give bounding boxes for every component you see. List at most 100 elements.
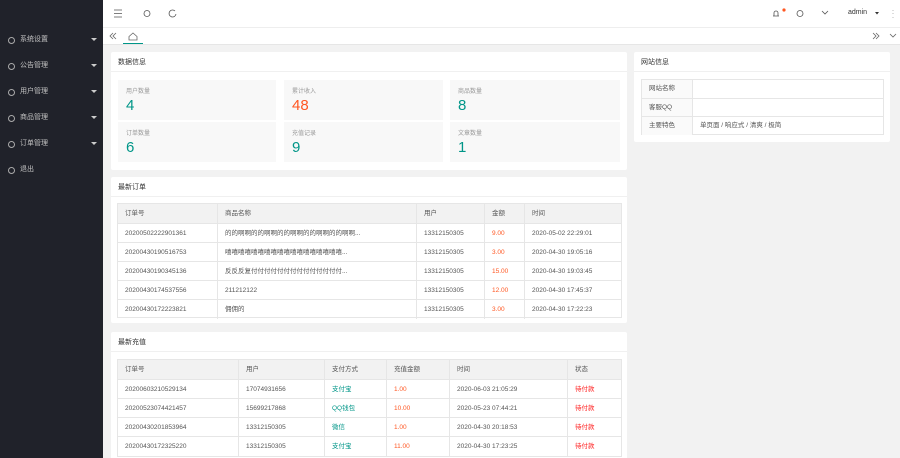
table-cell: 2020-04-30 17:22:23 (524, 300, 621, 319)
table-cell: 211212122 (217, 281, 416, 300)
table-cell: 20200430190516753 (125, 249, 187, 256)
menu-label: 订单管理 (20, 140, 48, 147)
stat-label: 累计收入 (292, 89, 317, 95)
menu-item[interactable]: 用户管理 (0, 79, 103, 105)
table-cell: 嘻嘻嘻嘻嘻嘻嘻嘻嘻嘻嘻嘻嘻嘻嘻嘻嘻嘻... (217, 243, 416, 262)
menu-icon (8, 115, 15, 122)
user-name[interactable]: admin (848, 9, 868, 16)
table-cell: 3.00 (484, 300, 524, 319)
table-cell: QQ钱包 (324, 399, 386, 418)
column-header: 用户 (416, 204, 484, 223)
table-row: 20200430201853964 13312150305 微信 1.00 2020-0… (118, 417, 621, 437)
stat-label: 商品数量 (458, 89, 483, 95)
column-header: 金额 (484, 204, 524, 223)
column-header: 时间 (524, 204, 621, 223)
menu-label: 用户管理 (20, 88, 48, 95)
table-row: 20200430172325220 13312150305 支付宝 11.00 2020… (118, 436, 621, 456)
column-header: 订单号 (125, 366, 145, 373)
stat-value: 48 (292, 97, 309, 114)
table-cell: 佣佣的 (217, 300, 416, 319)
recharges-card: 最新充值 订单号 用户 支付方式 充值金额 时间 状态 20200603210529134 1… (111, 332, 627, 458)
stat-label: 订单数量 (126, 131, 151, 137)
table-cell: 9.00 (484, 224, 524, 243)
table-cell: 13312150305 (416, 243, 484, 262)
user-caret (875, 12, 879, 15)
table-cell: 15.00 (484, 262, 524, 281)
menu-arrow (91, 90, 97, 93)
table-cell: 2020-05-02 22:29:01 (524, 224, 621, 243)
table-cell: 13312150305 (416, 300, 484, 319)
menu-toggle[interactable] (114, 9, 122, 18)
orders-card: 最新订单 订单号 商品名称 用户 金额 时间 20200502222901361 的的啊啊的… (111, 177, 627, 323)
table-row: 20200430190516753 嘻嘻嘻嘻嘻嘻嘻嘻嘻嘻嘻嘻嘻嘻嘻嘻嘻嘻... 13… (118, 242, 621, 262)
stat-label: 充值记录 (292, 131, 317, 137)
tab-icons (109, 32, 897, 44)
menu-item[interactable]: 退出 (0, 157, 103, 183)
info-label: 网站名称 (642, 80, 692, 98)
table-row: 20200603210529134 17074931656 支付宝 1.00 2020-… (118, 379, 621, 399)
table-cell: 微信 (324, 418, 386, 437)
info-row: 网站名称 (642, 80, 883, 98)
card-title: 最新充值 (118, 339, 146, 346)
info-value (692, 80, 883, 98)
refresh-icon[interactable] (168, 9, 177, 18)
theme-icon[interactable] (796, 10, 804, 17)
menu-item[interactable]: 系统设置 (0, 27, 103, 53)
info-row: 客服QQ (642, 98, 883, 117)
card-title: 数据信息 (118, 59, 146, 66)
table-cell: 17074931656 (238, 380, 324, 399)
table-cell: 支付宝 (324, 380, 386, 399)
settings-icon[interactable] (143, 10, 151, 17)
stat-label: 用户数量 (126, 89, 151, 95)
tab-next[interactable] (872, 32, 880, 40)
toolbar-icons (114, 8, 894, 18)
bell-icon[interactable] (773, 10, 779, 17)
column-header: 状态 (567, 360, 621, 379)
table-cell: 2020-04-30 19:05:16 (524, 243, 621, 262)
stat-value: 1 (458, 139, 467, 156)
site-info-table: 网站名称 客服QQ 主要特色 单页面 / 响应式 / 清爽 / 极简 (641, 79, 884, 135)
stat-box: 文章数量 1 (450, 122, 620, 162)
card-divider (634, 71, 890, 72)
tab-menu[interactable] (889, 33, 897, 38)
menu-arrow (91, 38, 97, 41)
card-divider (111, 351, 627, 352)
table-cell: 20200430172223821 (125, 306, 187, 313)
stats-card: 数据信息 用户数量 4 累计收入 48 商品数量 8 订单数量 6 充值记录 9 文章数量 1 (111, 52, 627, 170)
menu-item[interactable]: 公告管理 (0, 53, 103, 79)
table-cell: 15699217868 (238, 399, 324, 418)
top-bar: admin (103, 0, 900, 28)
tag-icon[interactable] (821, 10, 829, 15)
card-divider (111, 196, 627, 197)
table-cell: 20200430190345136 (125, 268, 187, 275)
table-cell: 2020-04-30 19:03:45 (524, 262, 621, 281)
table-cell: 13312150305 (416, 224, 484, 243)
tab-prev[interactable] (109, 32, 117, 40)
card-divider (111, 71, 627, 72)
table-cell: 2020-05-23 07:44:21 (449, 399, 567, 418)
stat-box: 订单数量 6 (118, 122, 276, 162)
sidebar: 系统设置 公告管理用户管理商品管理订单管理退出 (0, 0, 103, 458)
table-cell: 20200430174537556 (125, 287, 187, 294)
column-header: 订单号 (125, 210, 145, 217)
table-cell: 20200430172325220 (125, 443, 187, 450)
table-cell: 12.00 (484, 281, 524, 300)
table-cell: 待付款 (567, 399, 621, 418)
menu-item[interactable]: 订单管理 (0, 131, 103, 157)
table-cell: 2020-04-30 17:45:37 (524, 281, 621, 300)
table-cell: 的的啊啊的的啊啊的的啊啊的的啊啊的的啊啊... (217, 224, 416, 243)
stat-box: 充值记录 9 (284, 122, 443, 162)
table-cell: 13312150305 (416, 281, 484, 300)
table-row: 20200523074421457 15699217868 QQ钱包 10.00 202… (118, 398, 621, 418)
menu-icon (8, 37, 15, 44)
column-header: 时间 (449, 360, 567, 379)
table-cell: 13312150305 (416, 262, 484, 281)
table-cell: 1.00 (386, 380, 449, 399)
table-header: 订单号 商品名称 用户 金额 时间 (118, 204, 621, 223)
menu-item[interactable]: 商品管理 (0, 105, 103, 131)
menu-icon (8, 167, 15, 174)
table-cell: 20200430201853964 (125, 424, 187, 431)
menu-icon (8, 89, 15, 96)
tab-home[interactable] (128, 32, 138, 41)
